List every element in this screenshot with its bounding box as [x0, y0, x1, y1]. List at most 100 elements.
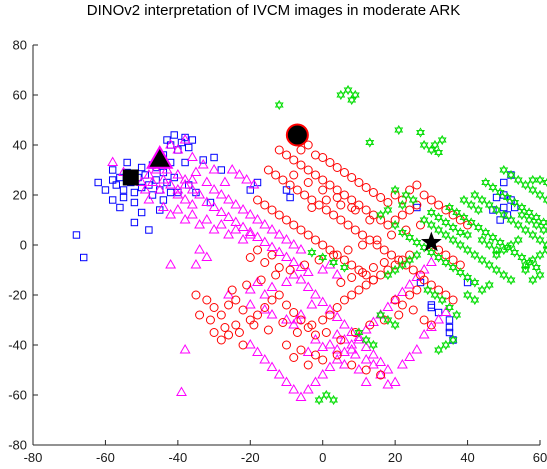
x-tick-label: 40: [460, 450, 474, 465]
data-point-triangle: [190, 166, 202, 176]
data-point-hexagram: [390, 322, 400, 331]
data-point-triangle: [411, 343, 423, 354]
y-tick-label: -60: [8, 388, 27, 403]
data-point-hexagram: [535, 272, 545, 281]
centroid-triangle: [146, 144, 174, 169]
data-point-hexagram: [455, 227, 465, 236]
data-point-hexagram: [423, 284, 433, 293]
data-point-circle: [263, 165, 273, 175]
data-point-circle: [256, 275, 266, 285]
data-point-circle: [343, 245, 353, 255]
data-point-hexagram: [481, 227, 491, 236]
data-point-triangle: [404, 351, 416, 361]
data-point-hexagram: [452, 209, 462, 218]
data-point-circle: [318, 355, 328, 365]
data-point-hexagram: [470, 277, 480, 286]
data-point-circle: [289, 220, 299, 230]
data-point-circle: [361, 365, 371, 375]
data-point-circle: [274, 145, 284, 155]
data-point-triangle: [367, 348, 379, 359]
data-point-circle: [412, 200, 422, 210]
data-point-hexagram: [535, 189, 545, 198]
data-point-circle: [332, 350, 342, 360]
data-point-circle: [336, 200, 346, 210]
data-point-triangle: [288, 318, 300, 329]
data-point-circle: [303, 360, 313, 370]
data-point-hexagram: [368, 342, 378, 351]
data-point-hexagram: [383, 317, 393, 326]
data-point-triangle: [259, 218, 271, 229]
data-point-triangle: [360, 376, 372, 386]
data-point-triangle: [226, 163, 238, 174]
data-point-circle: [383, 265, 393, 275]
data-point-hexagram: [521, 224, 530, 233]
data-point-hexagram: [499, 164, 509, 173]
data-point-square: [445, 323, 454, 332]
data-point-circle: [318, 185, 328, 195]
data-point-square: [116, 203, 124, 212]
data-point-hexagram: [517, 252, 527, 261]
centroid-circle: [285, 123, 309, 147]
data-point-hexagram: [416, 127, 425, 136]
data-point-circle: [325, 245, 335, 255]
data-point-circle: [368, 275, 378, 285]
data-point-circle: [267, 205, 277, 215]
data-point-hexagram: [434, 214, 444, 223]
data-point-triangle: [161, 163, 173, 174]
data-point-hexagram: [513, 234, 523, 243]
data-point-hexagram: [531, 264, 541, 273]
data-point-hexagram: [463, 292, 472, 301]
data-point-hexagram: [488, 234, 498, 243]
data-point-hexagram: [383, 272, 393, 281]
data-point-triangle: [302, 266, 314, 276]
data-point-hexagram: [354, 329, 364, 338]
data-point-hexagram: [466, 219, 476, 228]
data-point-circle: [332, 193, 342, 202]
data-point-hexagram: [390, 264, 400, 273]
data-point-triangle: [179, 193, 191, 204]
data-point-hexagram: [531, 219, 541, 228]
data-point-triangle: [157, 201, 169, 211]
data-point-triangle: [273, 246, 285, 256]
data-point-hexagram: [528, 257, 538, 266]
data-point-circle: [379, 245, 389, 255]
data-point-hexagram: [401, 189, 411, 198]
data-point-hexagram: [376, 312, 386, 321]
data-point-circle: [216, 335, 226, 345]
data-point-circle: [358, 240, 368, 250]
data-point-triangle: [259, 303, 271, 314]
data-point-hexagram: [513, 177, 523, 186]
data-point-triangle: [223, 193, 235, 204]
data-point-circle: [361, 280, 371, 290]
data-point-hexagram: [531, 262, 541, 271]
data-point-triangle: [418, 263, 430, 274]
data-point-hexagram: [539, 224, 547, 233]
data-point-circle: [354, 285, 364, 295]
data-point-triangle: [338, 346, 350, 356]
data-point-circle: [278, 175, 288, 185]
data-point-hexagram: [535, 269, 545, 278]
data-point-triangle: [317, 368, 329, 379]
data-point-circle: [321, 328, 331, 337]
data-point-triangle: [150, 163, 162, 174]
data-point-circle: [379, 315, 389, 325]
data-point-triangle: [259, 353, 271, 364]
data-point-hexagram: [477, 234, 487, 243]
data-point-triangle: [201, 213, 213, 224]
data-point-circle: [271, 170, 281, 180]
data-point-circle: [209, 328, 219, 337]
data-point-hexagram: [521, 179, 530, 188]
data-point-triangle: [179, 178, 191, 189]
data-point-hexagram: [521, 227, 530, 236]
data-point-triangle: [317, 341, 329, 351]
data-point-circle: [376, 270, 386, 280]
data-point-hexagram: [484, 202, 494, 211]
data-point-hexagram: [492, 267, 501, 276]
data-point-hexagram: [361, 337, 371, 346]
data-point-triangle: [201, 196, 213, 206]
data-point-circle: [361, 205, 371, 215]
data-point-hexagram: [430, 289, 440, 298]
data-point-triangle: [259, 288, 271, 299]
data-point-hexagram: [336, 92, 346, 101]
data-point-circle: [415, 220, 425, 230]
